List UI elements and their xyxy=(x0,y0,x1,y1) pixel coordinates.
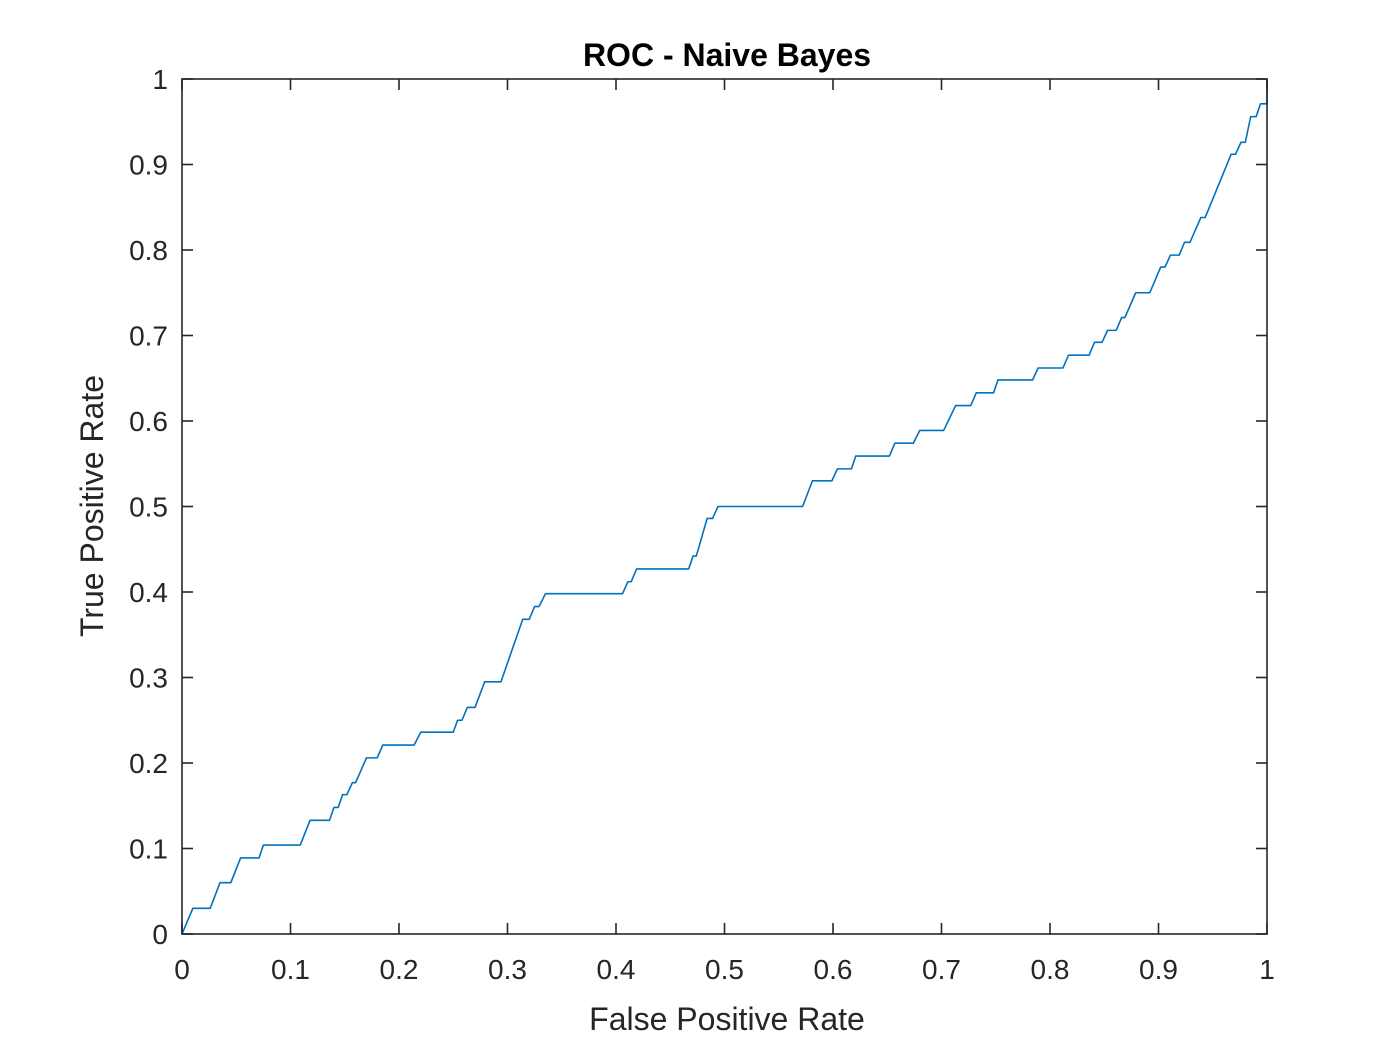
x-tick-label: 0 xyxy=(174,954,190,985)
roc-curve-line xyxy=(181,79,1268,935)
y-tick-label: 0.4 xyxy=(129,577,168,608)
x-tick-label: 1 xyxy=(1259,954,1275,985)
x-tick-label: 0.1 xyxy=(271,954,310,985)
chart-title: ROC - Naive Bayes xyxy=(583,37,871,73)
y-tick-label: 0.9 xyxy=(129,150,168,181)
x-tick-label: 0.6 xyxy=(814,954,853,985)
y-tick-label: 0.7 xyxy=(129,321,168,352)
y-tick-label: 0.8 xyxy=(129,235,168,266)
y-tick-label: 0.3 xyxy=(129,663,168,694)
x-axis-label: False Positive Rate xyxy=(589,1001,865,1037)
y-axis-label: True Positive Rate xyxy=(74,375,110,637)
x-axis-ticks: 0 0.1 0.2 0.3 0.4 0.5 0.6 0.7 0.8 0.9 1 xyxy=(174,79,1275,985)
x-tick-label: 0.3 xyxy=(488,954,527,985)
y-tick-label: 0 xyxy=(152,919,168,950)
x-tick-label: 0.2 xyxy=(380,954,419,985)
y-tick-label: 0.1 xyxy=(129,834,168,865)
y-tick-label: 0.2 xyxy=(129,748,168,779)
plot-area xyxy=(181,78,1268,935)
y-axis-ticks: 0 0.1 0.2 0.3 0.4 0.5 0.6 0.7 0.8 0.9 1 xyxy=(129,64,1267,950)
x-tick-label: 0.4 xyxy=(597,954,636,985)
y-tick-label: 1 xyxy=(152,64,168,95)
x-tick-label: 0.9 xyxy=(1139,954,1178,985)
x-tick-label: 0.5 xyxy=(705,954,744,985)
y-tick-label: 0.6 xyxy=(129,406,168,437)
x-tick-label: 0.7 xyxy=(922,954,961,985)
y-tick-label: 0.5 xyxy=(129,492,168,523)
x-tick-label: 0.8 xyxy=(1031,954,1070,985)
